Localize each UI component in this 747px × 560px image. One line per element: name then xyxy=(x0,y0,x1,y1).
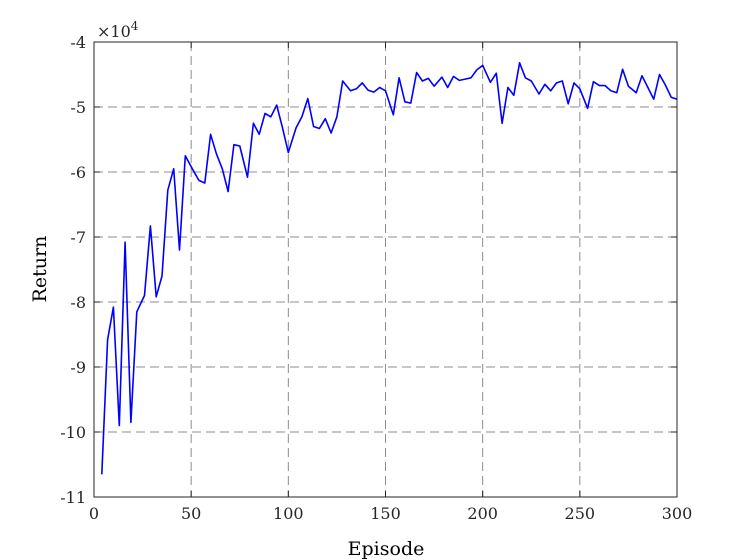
x-axis-ticks: 0 50 100 150 200 250 300 xyxy=(89,42,692,523)
x-tick-label: 100 xyxy=(273,504,304,523)
y-axis-multiplier: ×104 xyxy=(97,19,139,41)
return-series-line xyxy=(101,61,678,475)
x-tick-label: 0 xyxy=(89,504,99,523)
x-tick-label: 50 xyxy=(181,504,201,523)
x-tick-label: 250 xyxy=(565,504,596,523)
y-tick-label: -6 xyxy=(70,163,86,182)
y-axis-ticks: -11 -10 -9 -8 -7 -6 -5 -4 xyxy=(60,33,677,507)
y-tick-label: -4 xyxy=(70,33,86,52)
x-tick-label: 300 xyxy=(662,504,693,523)
y-tick-label: -11 xyxy=(60,488,86,507)
x-tick-label: 150 xyxy=(370,504,401,523)
grid-lines xyxy=(94,42,677,497)
y-tick-label: -8 xyxy=(70,293,86,312)
y-tick-label: -9 xyxy=(70,358,86,377)
y-axis-label: Return xyxy=(29,236,51,303)
y-axis-multiplier-exponent: 4 xyxy=(131,19,139,33)
y-tick-label: -7 xyxy=(70,228,86,247)
x-tick-label: 200 xyxy=(467,504,498,523)
x-axis-label: Episode xyxy=(348,538,425,560)
y-tick-label: -5 xyxy=(70,98,86,117)
y-tick-label: -10 xyxy=(60,423,86,442)
